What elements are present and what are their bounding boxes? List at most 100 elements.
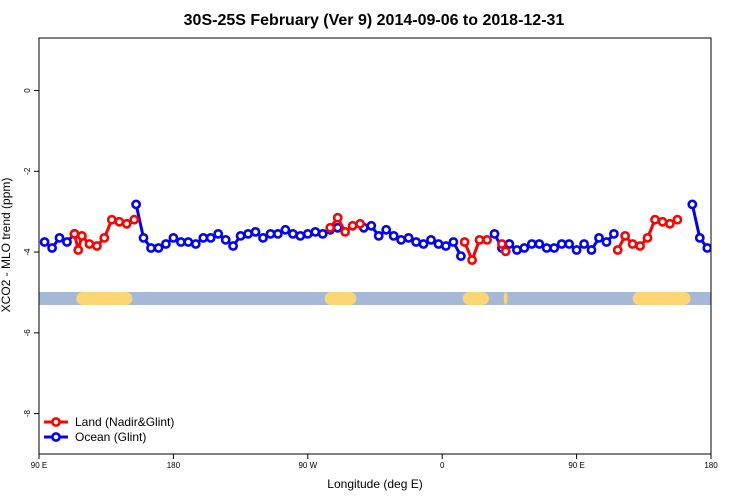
data-point	[496, 239, 507, 249]
data-point	[77, 230, 87, 241]
data-point	[534, 239, 545, 249]
data-point	[220, 234, 231, 245]
data-point	[448, 237, 459, 247]
data-point	[482, 234, 492, 245]
legend: Land (Nadir&Glint)Ocean (Glint)	[44, 415, 174, 444]
data-point	[92, 241, 102, 251]
legend-marker	[51, 417, 61, 427]
data-point	[280, 224, 291, 235]
data-point	[657, 216, 668, 227]
data-point	[340, 226, 350, 237]
data-point	[325, 222, 336, 233]
data-point	[541, 243, 552, 253]
data-point	[564, 239, 574, 249]
data-point	[183, 237, 194, 247]
data-point	[121, 218, 132, 229]
data-point	[347, 220, 358, 231]
data-point	[355, 218, 365, 229]
data-point	[228, 241, 238, 251]
data-point	[62, 237, 72, 247]
data-point	[381, 224, 392, 235]
data-point	[635, 241, 645, 251]
data-point	[332, 212, 343, 223]
data-point	[153, 243, 164, 253]
legend-label: Land (Nadir&Glint)	[75, 415, 174, 429]
data-point	[73, 245, 84, 255]
data-point	[243, 228, 253, 239]
data-point	[250, 226, 261, 237]
y-tick-label: 0	[23, 88, 32, 93]
data-point	[549, 243, 560, 253]
data-point	[160, 239, 171, 249]
legend-marker	[51, 432, 61, 442]
x-axis: 90 E 180 90 W 0 90 E 180	[31, 454, 718, 470]
data-point	[138, 232, 149, 243]
plot-area	[38, 37, 733, 455]
x-tick-label: 90 E	[31, 461, 47, 470]
data-point	[694, 232, 705, 243]
data-point	[295, 230, 306, 241]
data-point	[687, 199, 698, 210]
ocean-band	[39, 292, 711, 306]
legend-item: Ocean (Glint)	[44, 430, 146, 444]
data-point	[366, 220, 377, 231]
series-ocean	[39, 199, 733, 261]
y-tick-label: -2	[23, 167, 32, 175]
x-tick-label: 180	[704, 461, 718, 470]
data-point	[586, 245, 597, 255]
plot-frame	[38, 37, 712, 455]
data-point	[418, 239, 429, 249]
data-point	[258, 232, 268, 243]
data-point	[612, 245, 623, 255]
data-point	[433, 239, 444, 249]
data-point	[213, 228, 224, 239]
x-tick-label: 90 W	[298, 461, 317, 470]
data-point	[579, 239, 589, 249]
data-point	[47, 243, 57, 253]
data-point	[500, 246, 511, 257]
x-tick-label: 90 E	[568, 461, 584, 470]
x-axis-label: Longitude (deg E)	[327, 477, 422, 491]
data-point	[709, 244, 711, 252]
data-point	[146, 243, 156, 253]
data-point	[642, 232, 653, 243]
data-point	[396, 234, 406, 245]
data-point	[726, 234, 733, 241]
data-point	[84, 239, 95, 249]
data-point	[190, 239, 201, 249]
data-point	[620, 230, 630, 241]
land-band-segment	[76, 292, 133, 306]
land-band-segment	[462, 292, 489, 306]
chart-title: 30S-25S February (Ver 9) 2014-09-06 to 2…	[184, 12, 565, 29]
data-point	[54, 232, 65, 243]
data-point	[114, 216, 125, 227]
legend-item: Land (Nadir&Glint)	[44, 415, 174, 429]
data-point	[440, 241, 451, 251]
data-point	[287, 228, 298, 239]
data-point	[131, 199, 141, 210]
data-point	[426, 234, 436, 245]
x-tick-label: 0	[440, 461, 445, 470]
data-point	[627, 239, 638, 249]
series-layer	[39, 199, 733, 265]
legend-label: Ocean (Glint)	[75, 430, 146, 444]
x-tick-label: 180	[167, 461, 181, 470]
series-line	[690, 204, 711, 250]
data-point	[467, 255, 477, 265]
data-point	[302, 228, 313, 239]
data-point	[317, 228, 328, 239]
data-point	[504, 239, 515, 249]
land-band-segment	[632, 292, 691, 306]
data-point	[272, 228, 283, 239]
data-point	[455, 251, 466, 261]
series-land	[69, 212, 683, 265]
data-point	[594, 232, 604, 243]
data-point	[601, 237, 612, 247]
data-point	[672, 214, 683, 225]
data-point	[69, 228, 80, 239]
y-axis-label: XCO2 - MLO trend (ppm)	[0, 178, 13, 313]
y-axis: 0 -2 -4 -6 -8	[23, 88, 39, 417]
data-point	[310, 226, 321, 237]
y-tick-label: -6	[23, 329, 32, 337]
